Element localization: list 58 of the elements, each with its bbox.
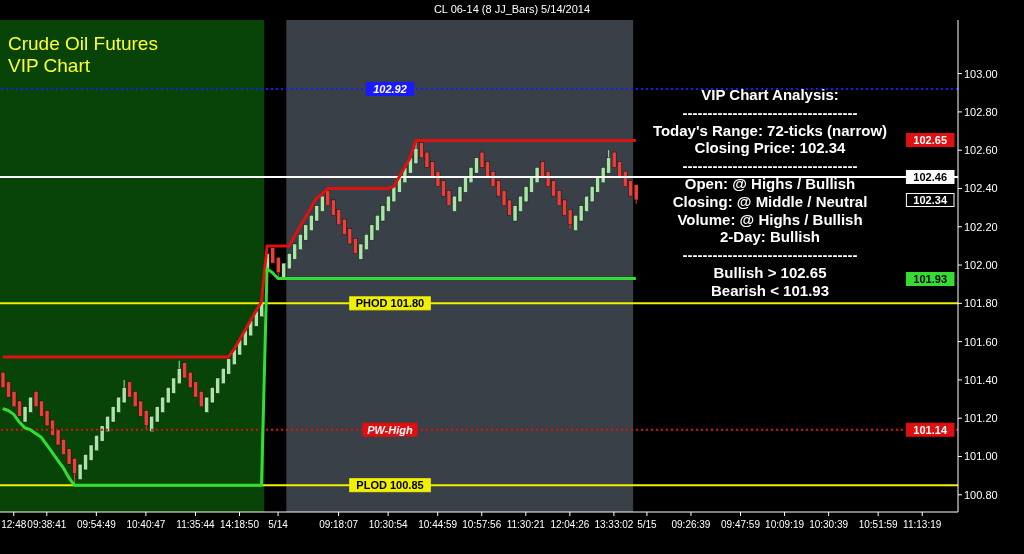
x-tick-label: 11:13:19: [903, 519, 942, 530]
line-series: [1, 267, 638, 487]
x-tick-label: 11:30:21: [506, 519, 546, 530]
annotation: Bullish > 102.65: [713, 264, 827, 281]
annotation: -----------------------------------: [682, 246, 858, 264]
x-tick-label: 14:18:50: [220, 519, 260, 530]
x-tick-label: 10:40:47: [126, 519, 166, 530]
x-tick-label: 09:47:59: [721, 519, 761, 530]
x-tick-label: 09:26:39: [671, 519, 711, 530]
y-tick-label: 100.80: [964, 488, 998, 501]
x-tick-label: 10:09:19: [765, 519, 805, 530]
annotation: Open: @ Highs / Bullish: [684, 175, 856, 192]
y-tick-label: 101.80: [964, 297, 998, 310]
x-tick-label: 5/14: [268, 519, 289, 530]
y-tick-label: 102.20: [964, 220, 998, 233]
annotation: Bearish < 101.93: [710, 281, 830, 299]
annotation: VIP Chart Analysis:: [701, 86, 839, 103]
ref-line-label: PLOD 100.85: [356, 479, 424, 492]
y-tick-label: 102.00: [964, 258, 998, 271]
x-tick-label: 10:44:59: [418, 519, 458, 530]
x-tick-label: 12:48: [1, 519, 27, 530]
x-tick-label: 5/15: [637, 519, 658, 530]
annotation: Closing: @ Middle / Neutral: [672, 192, 868, 210]
x-tick-label: 10:30:54: [368, 519, 409, 530]
annotation: 101.93: [913, 273, 948, 285]
annotation: 102.34: [913, 194, 948, 206]
x-tick-label: 09:18:07: [319, 519, 359, 530]
annotation: Volume: @ Highs / Bullish: [677, 210, 863, 228]
x-tick-label: 11:35:44: [176, 519, 215, 530]
x-tick-label: 10:30:39: [809, 519, 849, 530]
y-tick-label: 103.00: [964, 67, 998, 80]
annotation: -----------------------------------: [682, 157, 858, 175]
y-tick-label: 102.80: [964, 105, 998, 118]
y-tick-label: 101.60: [964, 335, 998, 348]
ref-line-label: PHOD 101.80: [355, 297, 425, 310]
y-tick-label: 101.20: [964, 412, 998, 425]
text: Crude Oil Futures VIP Chart: [8, 33, 158, 76]
annotation: 2-Day: Bullish: [719, 228, 821, 246]
y-tick-label: 101.40: [964, 373, 998, 386]
x-tick-label: 12:04:26: [550, 519, 590, 530]
x-tick-label: 13:33:02: [594, 519, 634, 530]
annotation: Today's Range: 72-ticks (narrow): [652, 121, 888, 139]
annotation: -----------------------------------: [682, 103, 858, 121]
annotation: 101.14: [913, 423, 948, 436]
annotation: 102.65: [913, 134, 948, 146]
x-tick-label: 09:54:49: [76, 519, 117, 530]
x-tick-label: 10:51:59: [858, 519, 899, 530]
annotation: Closing Price: 102.34: [694, 139, 847, 157]
chart-subtitle: CL 06-14 (8 JJ_Bars) 5/14/2014: [433, 3, 591, 15]
line-series: [1, 139, 638, 359]
y-tick-label: 102.40: [964, 182, 998, 195]
ref-line-label: PW-High: [367, 423, 413, 436]
ref-line-label: 102.92: [373, 82, 407, 95]
annotation: 102.46: [913, 170, 948, 183]
x-tick-label: 09:38:41: [27, 519, 67, 530]
y-tick-label: 101.00: [964, 450, 998, 463]
x-tick-label: 10:57:56: [462, 519, 502, 530]
y-tick-label: 102.60: [964, 144, 998, 157]
